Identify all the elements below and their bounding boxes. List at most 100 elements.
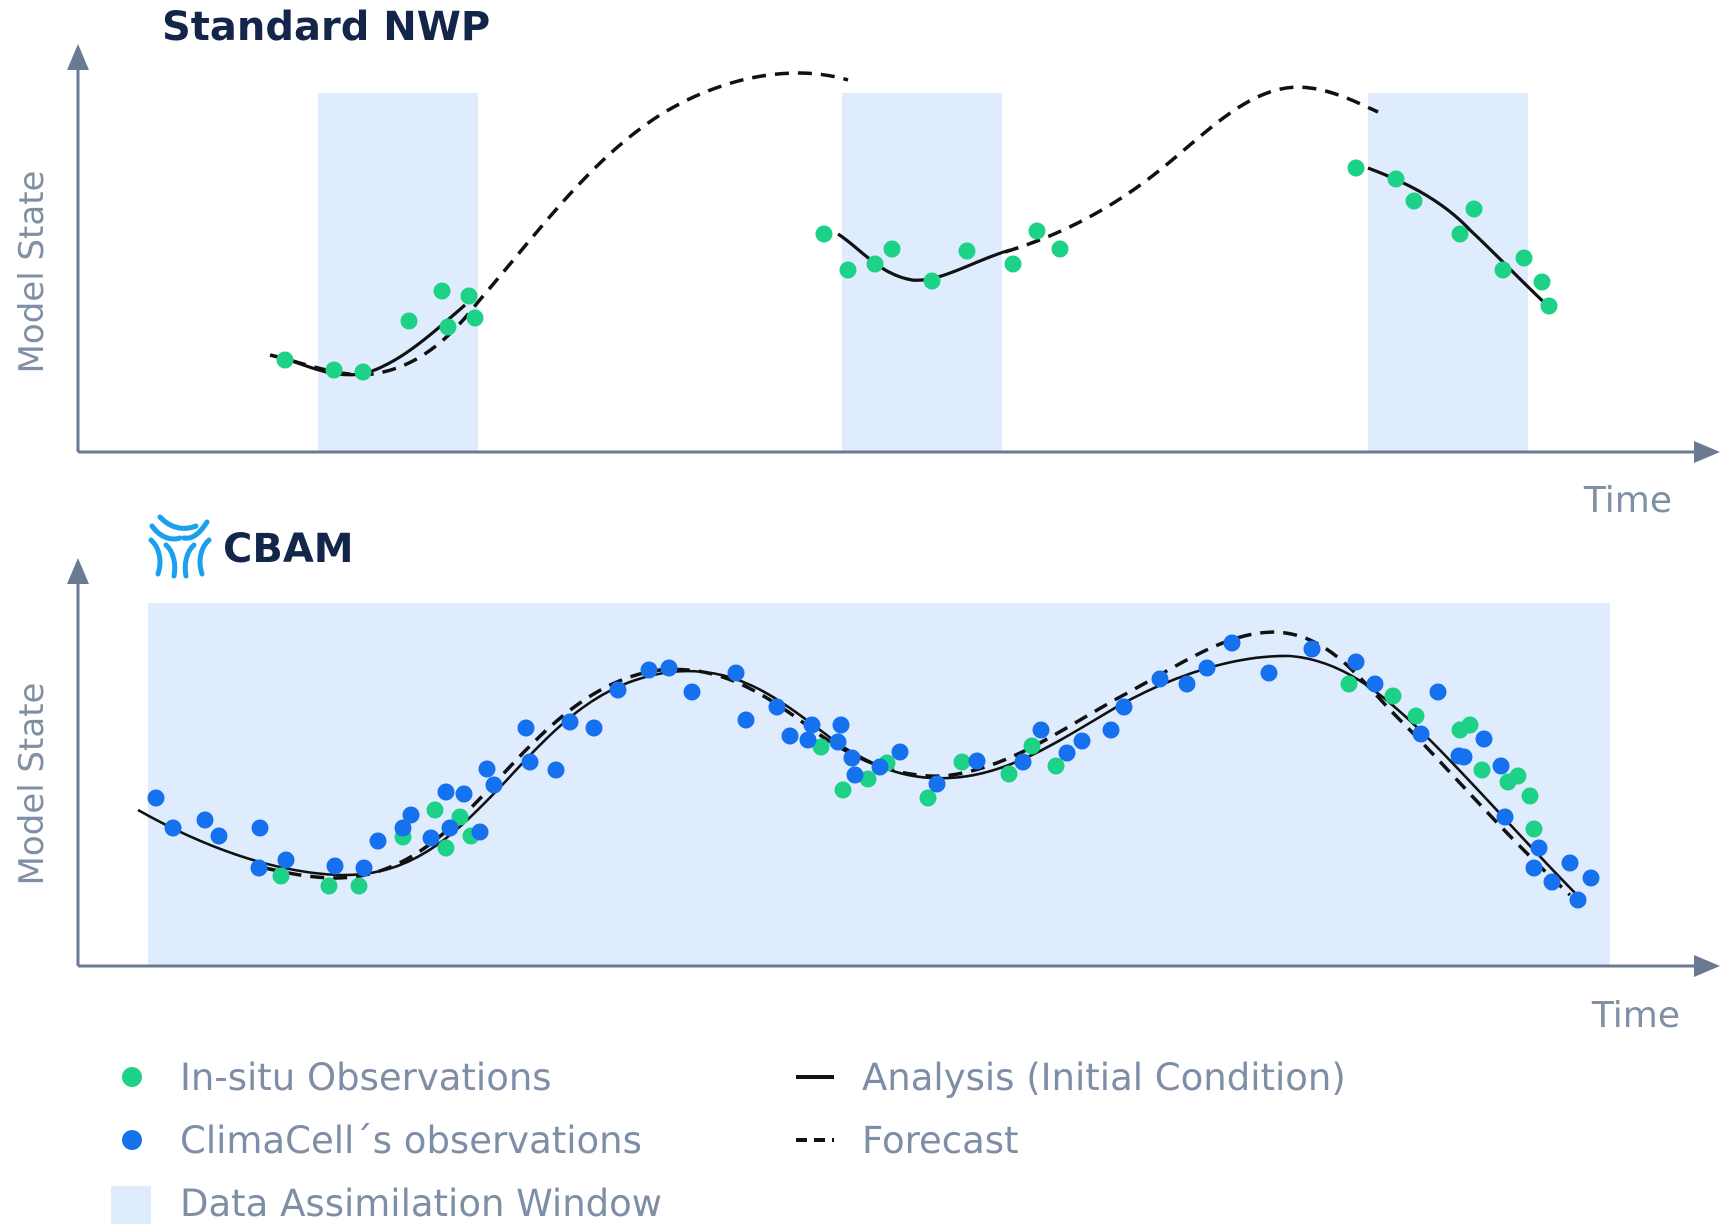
climacell-observation-point (846, 766, 864, 784)
in-situ-observation-point (1047, 757, 1065, 775)
climacell-observation-point (326, 857, 344, 875)
standard-assimilation-windows (318, 93, 1528, 453)
legend-climacell-marker (122, 1130, 142, 1150)
climacell-observation-point (727, 664, 745, 682)
in-situ-observation-point (320, 877, 338, 895)
in-situ-observation-point (1533, 273, 1551, 291)
climacell-observation-point (1178, 675, 1196, 693)
standard-in-situ-points (276, 159, 1558, 381)
climacell-observation-point (547, 761, 565, 779)
cbam-y-axis-label: Model State (12, 683, 52, 886)
standard-forecast-lines (269, 71, 1379, 377)
standard-forecast-2 (1004, 85, 1379, 254)
in-situ-observation-point (1407, 707, 1425, 725)
climacell-observation-point (369, 832, 387, 850)
in-situ-observation-point (350, 877, 368, 895)
in-situ-observation-point (1525, 820, 1543, 838)
in-situ-observation-point (815, 225, 833, 243)
standard-nwp-title: Standard NWP (162, 4, 490, 50)
climacell-observation-point (1032, 721, 1050, 739)
climacell-observation-point (277, 851, 295, 869)
climacell-observation-point (394, 819, 412, 837)
climacell-observation-point (561, 713, 579, 731)
climacell-observation-point (640, 661, 658, 679)
legend-in-situ-marker (122, 1067, 142, 1087)
in-situ-observation-point (1521, 787, 1539, 805)
climacell-observation-point (521, 753, 539, 771)
legend-window-label: Data Assimilation Window (180, 1182, 662, 1224)
climacell-observation-point (609, 681, 627, 699)
in-situ-observation-point (1028, 222, 1046, 240)
standard-y-axis-label: Model State (12, 171, 52, 374)
climacell-observation-point (455, 785, 473, 803)
climacell-observation-point (517, 719, 535, 737)
climacell-observation-point (1561, 854, 1579, 872)
climacell-observation-point (1492, 757, 1510, 775)
climacell-observation-point (1014, 753, 1032, 771)
legend-climacell-label: ClimaCell´s observations (180, 1119, 642, 1162)
in-situ-observation-point (1340, 675, 1358, 693)
climacell-observation-point (355, 859, 373, 877)
climacell-observation-point (1303, 640, 1321, 658)
standard-axes (76, 62, 1700, 454)
assimilation-window-2 (842, 93, 1002, 453)
in-situ-observation-point (834, 781, 852, 799)
climacell-observation-point (402, 806, 420, 824)
climacell-observation-point (1412, 725, 1430, 743)
climacell-observation-point (1530, 839, 1548, 857)
cbam-title: CBAM (223, 526, 354, 572)
assimilation-window-1 (318, 93, 478, 453)
climacell-observation-point (871, 758, 889, 776)
climacell-observation-point (250, 859, 268, 877)
climacell-observation-point (1525, 859, 1543, 877)
in-situ-observation-point (433, 282, 451, 300)
in-situ-observation-point (1387, 170, 1405, 188)
climacell-observation-point (803, 716, 821, 734)
in-situ-observation-point (1405, 192, 1423, 210)
in-situ-observation-point (276, 351, 294, 369)
in-situ-observation-point (1451, 225, 1469, 243)
in-situ-observation-point (812, 738, 830, 756)
in-situ-observation-point (1473, 761, 1491, 779)
climacell-observation-point (1455, 748, 1473, 766)
climacell-observation-point (968, 752, 986, 770)
in-situ-observation-point (460, 287, 478, 305)
in-situ-observation-point (451, 808, 469, 826)
cbam-y-axis-arrow (67, 558, 89, 584)
in-situ-observation-point (1051, 240, 1069, 258)
in-situ-observation-point (883, 240, 901, 258)
cbam-climacell-points (147, 634, 1600, 909)
climacell-observation-point (781, 727, 799, 745)
climacell-observation-point (164, 819, 182, 837)
climacell-observation-point (891, 743, 909, 761)
climacell-observation-point (1198, 659, 1216, 677)
legend-analysis-label: Analysis (Initial Condition) (862, 1056, 1346, 1099)
climacell-observation-point (441, 819, 459, 837)
in-situ-observation-point (1347, 159, 1365, 177)
climacell-observation-point (422, 829, 440, 847)
in-situ-observation-point (1000, 765, 1018, 783)
climacell-observation-point (1475, 730, 1493, 748)
climacell-observation-point (147, 789, 165, 807)
cbam-x-axis-arrow (1694, 955, 1720, 977)
climacell-observation-point (1582, 869, 1600, 887)
climacell-observation-point (832, 716, 850, 734)
climacell-observation-point (1115, 698, 1133, 716)
in-situ-observation-point (1494, 261, 1512, 279)
climacell-logo-icon (148, 514, 212, 579)
in-situ-observation-point (1465, 200, 1483, 218)
legend-forecast-label: Forecast (862, 1119, 1019, 1162)
climacell-observation-point (1073, 732, 1091, 750)
in-situ-observation-point (1509, 767, 1527, 785)
in-situ-observation-point (466, 309, 484, 327)
in-situ-observation-point (325, 361, 343, 379)
in-situ-observation-point (859, 770, 877, 788)
climacell-observation-point (1260, 664, 1278, 682)
in-situ-observation-point (354, 363, 372, 381)
cbam-forecast-line (264, 630, 1572, 897)
in-situ-observation-point (272, 867, 290, 885)
climacell-observation-point (1347, 653, 1365, 671)
climacell-observation-point (471, 823, 489, 841)
